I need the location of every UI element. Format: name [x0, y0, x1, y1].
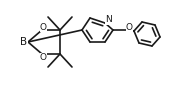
Text: O: O [39, 23, 47, 32]
Text: B: B [20, 37, 28, 47]
Text: N: N [105, 15, 111, 24]
Text: O: O [39, 53, 47, 62]
Text: O: O [125, 23, 132, 32]
